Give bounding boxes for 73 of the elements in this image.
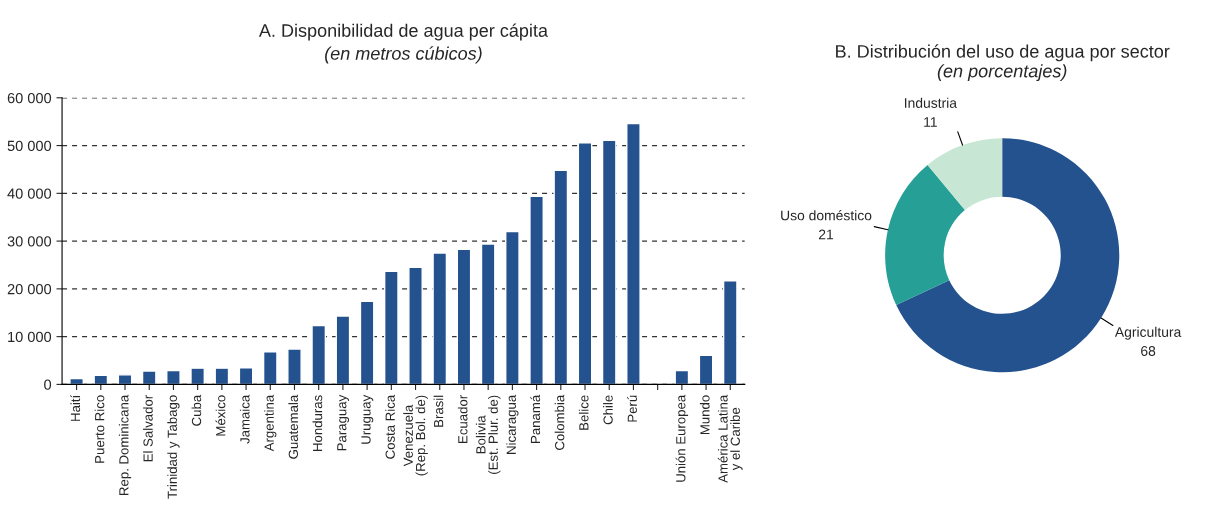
bar <box>262 351 278 385</box>
x-tick-label: Panamá <box>530 394 541 443</box>
bar <box>287 348 302 385</box>
bar <box>335 315 351 385</box>
x-tick-label: Ecuador <box>457 395 468 443</box>
bar <box>238 366 254 385</box>
x-tick-label: Trinidad y Tabago <box>167 395 180 499</box>
x-tick-label: Guatemala <box>288 394 299 459</box>
bar <box>456 248 472 385</box>
slice-label: Industria <box>905 97 957 108</box>
bar <box>601 139 617 385</box>
bar <box>190 367 205 385</box>
x-tick-label: Rep. Dominicana <box>118 394 132 495</box>
bar <box>626 122 641 385</box>
y-tick-label: 40 000 <box>7 188 52 199</box>
x-tick-label: Uruguay <box>361 394 374 444</box>
x-tick-label: Costa Rica <box>385 394 395 459</box>
bar <box>480 243 496 385</box>
x-tick-label: América Latina y el Caribe <box>717 394 743 483</box>
y-tick-label: 20 000 <box>7 283 52 295</box>
bar <box>577 142 593 385</box>
bar <box>166 369 181 385</box>
x-tick-label: El Salvador <box>143 395 153 462</box>
bar <box>722 280 738 385</box>
x-tick-label: Colombia <box>554 394 565 450</box>
x-tick-label: Haití <box>70 394 81 421</box>
bar <box>408 266 423 385</box>
bar <box>505 230 520 385</box>
chart-title: A. Disponibilidad de agua per cápita <box>258 23 548 41</box>
y-tick-label: 0 <box>44 379 52 390</box>
bar <box>141 370 157 385</box>
x-tick-label: Argentina <box>264 394 277 452</box>
bar <box>117 374 133 385</box>
slice-label: Agricultura <box>1114 326 1182 340</box>
donut-slice <box>927 138 1003 211</box>
bar <box>529 195 544 385</box>
x-tick-label: Venezuela (Rep. Bol. de) <box>403 395 428 476</box>
bar <box>359 300 375 385</box>
data-label: 68 <box>1141 346 1156 356</box>
slice-label: Uso doméstico <box>781 209 872 221</box>
x-tick-label: Chile <box>603 395 613 425</box>
y-tick-label: 10 000 <box>8 331 52 343</box>
y-tick-label: 30 000 <box>7 236 52 247</box>
x-tick-label: Honduras <box>312 395 323 451</box>
x-tick-label: Cuba <box>191 394 202 426</box>
bar <box>553 169 569 385</box>
bar <box>214 367 230 385</box>
x-tick-label: México <box>215 395 226 436</box>
x-tick-label: Mundo <box>699 395 710 435</box>
y-tick-label: 50 000 <box>7 140 52 151</box>
x-tick-label: Unión Europea <box>675 394 689 482</box>
chart-subtitle: (en metros cúbicos) <box>325 46 482 64</box>
donut-slice <box>885 165 965 306</box>
data-label: 11 <box>924 117 937 127</box>
x-tick-label: Perú <box>627 395 637 422</box>
chart-title: B. Distribución del uso de agua por sector <box>836 44 1170 62</box>
data-label: 21 <box>818 229 834 240</box>
y-tick-label: 60 000 <box>7 92 52 104</box>
bar <box>383 270 399 385</box>
x-tick-label: Bolivia (Est. Plur. de) <box>475 395 501 474</box>
bar <box>432 252 448 385</box>
x-tick-label: Belice <box>578 395 589 430</box>
bar <box>674 369 690 385</box>
chart-subtitle: (en porcentajes) <box>937 64 1067 81</box>
x-tick-label: Jamaica <box>239 394 250 444</box>
x-tick-label: Brasil <box>433 395 444 427</box>
x-tick-label: Paraguay <box>337 394 350 451</box>
bar <box>93 374 109 385</box>
x-tick-label: Nicaragua <box>506 394 519 454</box>
x-tick-label: Puerto Rico <box>94 395 105 463</box>
bar <box>69 377 84 385</box>
bar <box>311 324 327 385</box>
bar <box>698 354 714 385</box>
